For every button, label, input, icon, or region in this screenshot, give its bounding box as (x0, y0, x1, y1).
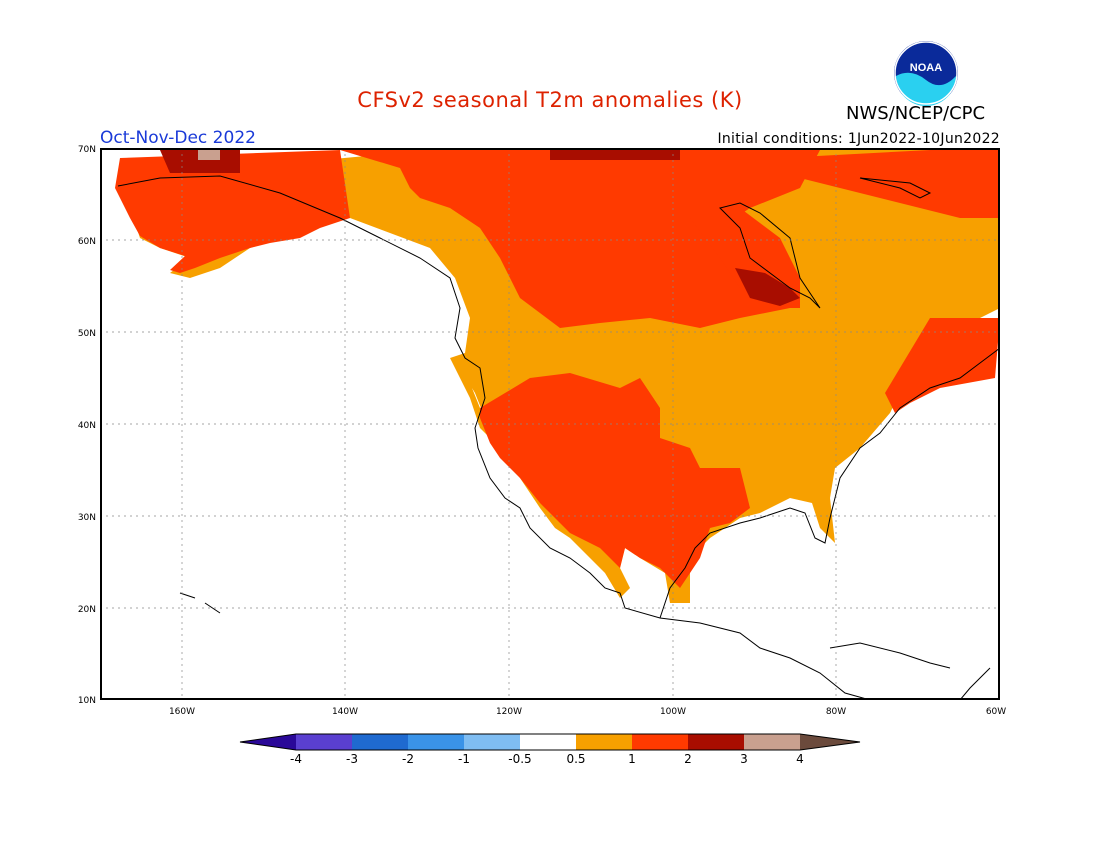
anomaly-field-3-4-alaska (198, 150, 220, 160)
anomaly-field-1-2-us-west (480, 373, 750, 588)
initial-conditions-label: Initial conditions: 1Jun2022-10Jun2022 (717, 131, 1000, 147)
anomaly-fields (115, 150, 1000, 603)
lon-label: 120W (496, 707, 522, 717)
colorbar-label: -4 (290, 752, 302, 766)
lat-label: 20N (78, 605, 96, 615)
lon-label: 60W (986, 707, 1006, 717)
agency-label: NWS/NCEP/CPC (846, 103, 986, 124)
colorbar-labels: -4 -3 -2 -1 -0.5 0.5 1 2 3 4 (290, 752, 804, 766)
lon-label: 100W (660, 707, 686, 717)
lat-label: 30N (78, 513, 96, 523)
anomaly-field-2-3-arctic-east (550, 150, 680, 160)
colorbar-label: -2 (402, 752, 414, 766)
anomaly-field-1-2-arctic (780, 150, 1000, 218)
colorbar-label: -0.5 (508, 752, 531, 766)
colorbar-label: -1 (458, 752, 470, 766)
lon-label: 140W (332, 707, 358, 717)
colorbar-swatch (520, 734, 576, 750)
anomaly-map (100, 148, 1000, 700)
colorbar-label: 1 (628, 752, 636, 766)
lat-label: 10N (78, 696, 96, 706)
lat-labels: 70N 60N 50N 40N 30N 20N 10N (78, 145, 96, 706)
colorbar-swatch (408, 734, 464, 750)
lon-label: 160W (169, 707, 195, 717)
colorbar-swatch (632, 734, 688, 750)
colorbar-label: 0.5 (566, 752, 585, 766)
anomaly-field-2-3-hudson (735, 268, 800, 306)
noaa-logo: NOAA (894, 41, 958, 106)
lat-label: 70N (78, 145, 96, 155)
logo-text: NOAA (910, 62, 942, 74)
colorbar-swatch-gt-4 (800, 734, 860, 750)
lon-labels: 160W 140W 120W 100W 80W 60W (169, 707, 1006, 717)
colorbar-swatch (744, 734, 800, 750)
colorbar-swatch (576, 734, 632, 750)
colorbar-swatch (464, 734, 520, 750)
lat-label: 60N (78, 237, 96, 247)
colorbar-swatch (296, 734, 352, 750)
coastlines (117, 175, 1000, 700)
season-label: Oct-Nov-Dec 2022 (100, 128, 256, 148)
anomaly-field-1-2-north-canada (340, 150, 820, 328)
colorbar-swatch-lt-m4 (240, 734, 296, 750)
colorbar-swatch (352, 734, 408, 750)
graticule (100, 148, 1000, 700)
lat-label: 50N (78, 329, 96, 339)
lon-label: 80W (826, 707, 846, 717)
colorbar-label: 4 (796, 752, 804, 766)
colorbar-label: 3 (740, 752, 748, 766)
colorbar-label: -3 (346, 752, 358, 766)
colorbar-label: 2 (684, 752, 692, 766)
anomaly-field-1-2-northeast (885, 318, 1000, 413)
anomaly-field-1-2-alaska (115, 150, 350, 273)
lat-label: 40N (78, 421, 96, 431)
colorbar-swatch (688, 734, 744, 750)
map-title: CFSv2 seasonal T2m anomalies (K) (357, 88, 743, 112)
